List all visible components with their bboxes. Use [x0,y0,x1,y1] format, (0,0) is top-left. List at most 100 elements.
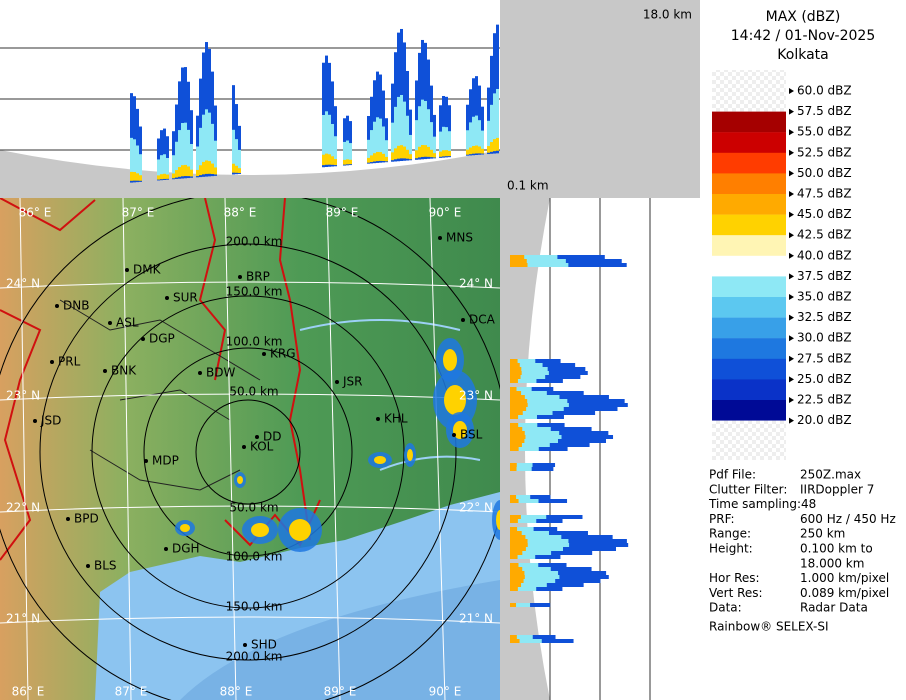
city-label: SHD [251,638,277,652]
legend-tick [789,294,794,300]
echo [139,154,142,177]
legend-label: 22.5 dBZ [797,393,852,407]
echo [374,456,386,464]
legend-swatch [712,152,786,174]
echo [442,126,445,152]
echo [510,571,525,575]
echo [510,543,570,547]
echo [385,156,388,162]
echo [415,150,418,159]
latitude-line [0,393,500,401]
echo [160,174,163,180]
echo [130,137,133,174]
legend-label: 50.0 dBZ [797,166,852,180]
echo [510,567,551,571]
echo [172,173,175,179]
echo [510,395,525,399]
echo [157,159,160,177]
longitude-label: 87° E [115,685,148,699]
echo [406,115,409,152]
echo [448,150,451,157]
echo [235,165,238,173]
echo [211,163,214,175]
echo [510,563,539,567]
echo [510,403,569,407]
range-label: 200.0 km [226,650,283,664]
city-label: JSR [342,375,363,389]
echo [510,371,522,375]
echo [510,531,549,535]
city-label: DGH [172,542,200,556]
echo [510,427,551,431]
info-value: 0.100 km to [800,542,873,556]
echo [496,510,500,530]
echo [510,463,533,467]
city-dot [376,417,380,421]
echo [510,551,523,555]
city-label: DD [263,430,281,444]
echo [496,137,499,151]
echo [334,159,337,166]
city-label: MDP [152,454,179,468]
legend-tick [789,149,794,156]
city-label: BSL [460,428,483,442]
echo [510,427,592,431]
echo [510,435,526,439]
echo [199,165,202,176]
echo [181,165,184,177]
legend-label: 32.5 dBZ [797,310,852,324]
latitude-label: 22° N [459,501,493,515]
echo [373,121,376,155]
echo [510,371,549,375]
info-key: Range: [709,527,751,541]
legend-label: 27.5 dBZ [797,351,852,365]
echo [510,375,521,379]
echo [510,555,536,559]
echo [487,120,490,148]
echo [510,639,520,643]
echo [349,159,352,165]
echo [445,150,448,157]
echo [481,130,484,150]
echo [289,519,311,541]
echo [481,148,484,154]
echo [510,423,519,427]
echo [178,130,181,170]
echo [510,447,539,451]
echo [510,359,518,363]
echo [510,635,533,639]
range-ring [195,399,301,505]
range-label: 50.0 km [229,501,278,515]
info-value: 18.000 km [800,556,864,570]
legend-tick [789,376,794,383]
echo [190,143,193,172]
echo [190,169,193,177]
legend-label: 40.0 dBZ [797,248,852,262]
legend-tick [789,129,794,136]
echo [510,423,538,427]
latitude-line [0,616,500,624]
latitude-label: 23° N [459,389,493,403]
echo [510,359,536,363]
city-dot [238,275,242,279]
echo [379,74,382,163]
city-label: KHL [384,412,408,426]
longitude-line [122,198,132,700]
legend-tick [789,252,794,259]
city-label: BDW [206,366,235,380]
echo [397,96,400,149]
info-value: 1.000 km/pixel [800,571,889,585]
echo [475,115,478,148]
echo [196,115,199,178]
echo [510,263,569,267]
echo [238,168,241,173]
echo [403,101,406,149]
echo [510,587,537,591]
echo [376,117,379,154]
legend-swatch [712,358,786,380]
legend-tick [789,191,794,197]
echo [163,154,166,175]
legend-swatch [712,297,786,318]
echo [510,463,556,467]
echo [160,155,163,176]
